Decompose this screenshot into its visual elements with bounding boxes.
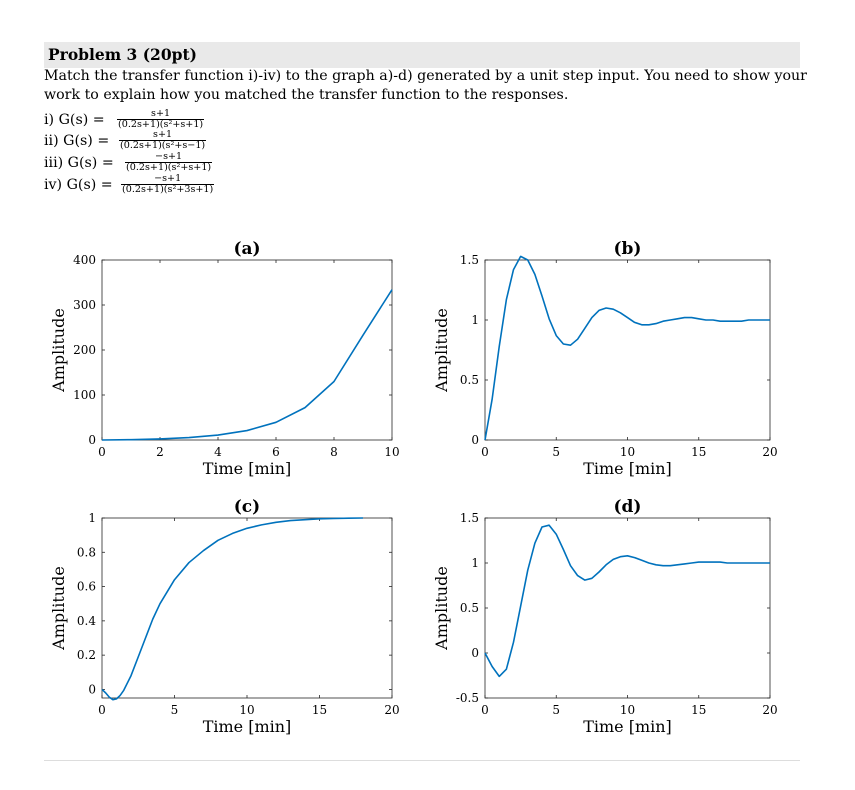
- transfer-function-iii-fraction: −s+1 (0.2s+1)(s²+s+1): [125, 151, 213, 173]
- y-tick-label: 0.4: [77, 614, 96, 628]
- x-tick-label: 15: [691, 703, 706, 717]
- x-tick-label: 2: [156, 445, 164, 459]
- transfer-function-ii-numerator: s+1: [153, 129, 173, 140]
- transfer-function-i-fraction: s+1 (0.2s+1)(s²+s+1): [117, 108, 205, 130]
- bottom-divider: [44, 760, 800, 761]
- chart-a-y-axis-label: Amplitude: [49, 308, 68, 393]
- chart-c-y-axis-label: Amplitude: [49, 566, 68, 651]
- x-tick-label: 20: [384, 703, 399, 717]
- chart-a-step-response-line: [101, 289, 393, 441]
- transfer-function-iv-numerator: −s+1: [154, 173, 182, 184]
- transfer-function-i-numerator: s+1: [151, 108, 171, 119]
- x-tick-label: 0: [481, 703, 489, 717]
- transfer-function-i-label: i) G(s) =: [44, 112, 105, 128]
- x-tick-label: 5: [171, 703, 179, 717]
- chart-d-step-response-line: [484, 524, 770, 678]
- x-tick-label: 0: [481, 445, 489, 459]
- chart-b-step-response-line: [484, 255, 770, 441]
- y-tick-label: 100: [73, 388, 96, 402]
- chart-b-x-axis-label: Time [min]: [583, 459, 672, 478]
- chart-d-title: (d): [614, 497, 642, 517]
- x-tick-label: 5: [552, 703, 560, 717]
- x-tick-label: 6: [272, 445, 280, 459]
- x-tick-label: 10: [620, 445, 635, 459]
- chart-b-plot-area: [484, 259, 771, 441]
- transfer-function-iii-denominator: (0.2s+1)(s²+s+1): [125, 162, 213, 173]
- y-tick-label: 0: [88, 433, 96, 447]
- y-tick-label: -0.5: [456, 691, 479, 705]
- problem-header-bar: [44, 42, 800, 68]
- chart-d-plot-area: [484, 517, 771, 699]
- x-tick-label: 10: [620, 703, 635, 717]
- chart-a-plot-area: [101, 259, 393, 441]
- y-tick-label: 300: [73, 298, 96, 312]
- chart-a-x-axis-label: Time [min]: [203, 459, 292, 478]
- y-tick-label: 0.8: [77, 545, 96, 559]
- x-tick-label: 15: [691, 445, 706, 459]
- y-tick-label: 0: [471, 433, 479, 447]
- x-tick-label: 10: [384, 445, 399, 459]
- y-tick-label: 1.5: [460, 253, 479, 267]
- chart-c-plot-area: [101, 517, 393, 699]
- chart-d: 0 5 10 15 20-0.500.511.5(d)Time [min]Amplitu…: [432, 497, 778, 736]
- chart-a-title: (a): [233, 239, 260, 259]
- y-tick-label: 1.5: [460, 511, 479, 525]
- chart-c-step-response-line: [101, 517, 364, 701]
- y-tick-label: 400: [73, 253, 96, 267]
- x-tick-label: 0: [98, 445, 106, 459]
- transfer-function-ii-denominator: (0.2s+1)(s²+s−1): [119, 140, 207, 151]
- x-tick-label: 10: [239, 703, 254, 717]
- chart-c-title: (c): [234, 497, 260, 517]
- transfer-function-iii-label: iii) G(s) =: [44, 155, 114, 171]
- chart-d-x-axis-label: Time [min]: [583, 717, 672, 736]
- transfer-function-ii-fraction: s+1 (0.2s+1)(s²+s−1): [119, 129, 207, 151]
- chart-d-y-axis-label: Amplitude: [432, 566, 451, 651]
- problem-instructions-line-2: work to explain how you matched the tran…: [44, 87, 569, 103]
- chart-b: 0 5 10 15 20 0 0.5 1 1.5 (b) Time [min] Amplitude: [432, 239, 778, 478]
- y-tick-label: 1: [471, 556, 479, 570]
- y-tick-label: 200: [73, 343, 96, 357]
- y-tick-label: 0.2: [77, 648, 96, 662]
- x-tick-label: 5: [552, 445, 560, 459]
- transfer-function-iv-denominator: (0.2s+1)(s²+3s+1): [121, 184, 215, 195]
- y-tick-label: 0.5: [460, 601, 479, 615]
- x-tick-label: 8: [330, 445, 338, 459]
- y-tick-label: 1: [471, 313, 479, 327]
- transfer-function-iv-label: iv) G(s) =: [44, 177, 113, 193]
- problem-instructions-line-1: Match the transfer function i)-iv) to th…: [44, 68, 807, 84]
- problem-title: Problem 3 (20pt): [48, 45, 197, 64]
- y-tick-label: 0.6: [77, 580, 96, 594]
- chart-b-title: (b): [614, 239, 642, 259]
- x-tick-label: 20: [762, 703, 777, 717]
- y-tick-label: 0: [88, 682, 96, 696]
- y-tick-label: 0: [471, 646, 479, 660]
- y-tick-label: 0.5: [460, 373, 479, 387]
- x-tick-label: 4: [214, 445, 222, 459]
- x-tick-label: 15: [312, 703, 327, 717]
- y-tick-label: 1: [88, 511, 96, 525]
- transfer-function-iii-numerator: −s+1: [155, 151, 183, 162]
- transfer-function-i-denominator: (0.2s+1)(s²+s+1): [117, 119, 205, 130]
- chart-c-x-axis-label: Time [min]: [203, 717, 292, 736]
- x-tick-label: 20: [762, 445, 777, 459]
- transfer-function-ii-label: ii) G(s) =: [44, 133, 110, 149]
- chart-c: 0 5 10 15 20 0 0.2 0.4 0.6 0.8 1 (c) Time [min] Ampli…: [49, 497, 400, 736]
- transfer-function-iv-fraction: −s+1 (0.2s+1)(s²+3s+1): [121, 173, 215, 195]
- x-tick-label: 0: [98, 703, 106, 717]
- chart-b-y-axis-label: Amplitude: [432, 308, 451, 393]
